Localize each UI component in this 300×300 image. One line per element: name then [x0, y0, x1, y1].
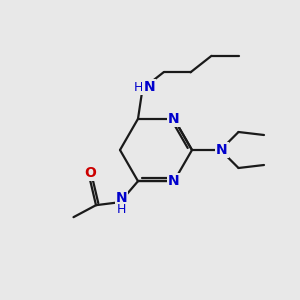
- Text: N: N: [216, 143, 228, 157]
- Text: N: N: [143, 80, 155, 94]
- Text: N: N: [116, 191, 127, 205]
- Text: H: H: [117, 203, 126, 216]
- Text: O: O: [84, 166, 96, 180]
- Text: N: N: [168, 112, 180, 126]
- Text: N: N: [168, 174, 180, 188]
- Text: H: H: [133, 81, 143, 94]
